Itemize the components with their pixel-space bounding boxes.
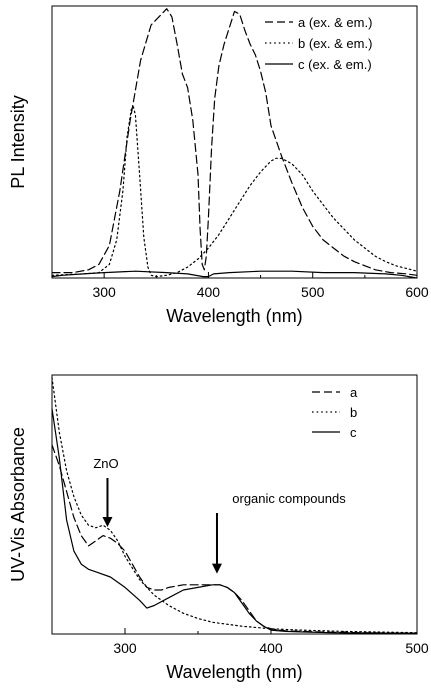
pl-x-ticks: 300 400 500 600: [51, 272, 429, 300]
uv-x-ticks: 300 400 500: [51, 628, 429, 656]
pl-x-tick-label: 500: [301, 284, 325, 300]
uv-annotation-arrow-head: [211, 563, 222, 574]
uv-y-axis-title: UV-Vis Absorbance: [8, 427, 28, 582]
pl-chart-panel: 300 400 500 600 Wavelength (nm) PL Intensit…: [8, 5, 429, 326]
uv-x-tick-label: 500: [405, 640, 429, 656]
pl-series-layer: [51, 8, 418, 279]
pl-legend-label: a (ex. & em.): [298, 15, 372, 30]
pl-y-axis-title: PL Intensity: [8, 95, 28, 188]
uv-x-tick-label: 300: [113, 640, 137, 656]
pl-plot-frame: [51, 5, 418, 279]
pl-series-a-line: [51, 8, 418, 276]
uv-annotation-arrow-head: [102, 516, 113, 527]
uv-legend-label: a: [350, 385, 358, 400]
uv-series-layer: [51, 377, 418, 634]
uv-x-axis-title: Wavelength (nm): [166, 662, 302, 682]
uv-chart-panel: 300 400 500 Wavelength (nm) UV-Vis Absorba…: [8, 374, 429, 682]
pl-x-axis-title: Wavelength (nm): [166, 306, 302, 326]
uv-annotation-label: ZnO: [93, 456, 118, 471]
pl-series-b-line: [51, 105, 418, 278]
pl-x-tick-label: 600: [405, 284, 429, 300]
uv-series-b-line: [51, 377, 418, 634]
uv-legend: abc: [312, 385, 358, 440]
pl-x-tick-label: 300: [92, 284, 116, 300]
pl-legend-label: b (ex. & em.): [298, 36, 372, 51]
uv-annotation-label: organic compounds: [232, 491, 346, 506]
uv-legend-label: b: [350, 405, 357, 420]
uv-series-c-line: [51, 408, 418, 634]
uv-x-tick-label: 400: [259, 640, 283, 656]
uv-plot-frame: [51, 374, 418, 635]
pl-legend-label: c (ex. & em.): [298, 57, 372, 72]
uv-legend-label: c: [350, 425, 357, 440]
uv-series-a-line: [51, 444, 418, 634]
uv-annotations: ZnO organic compounds: [93, 456, 346, 574]
pl-x-tick-label: 400: [197, 284, 221, 300]
pl-legend: a (ex. & em.) b (ex. & em.) c (ex. & em.): [265, 15, 372, 72]
pl-series-c-line: [51, 270, 418, 279]
